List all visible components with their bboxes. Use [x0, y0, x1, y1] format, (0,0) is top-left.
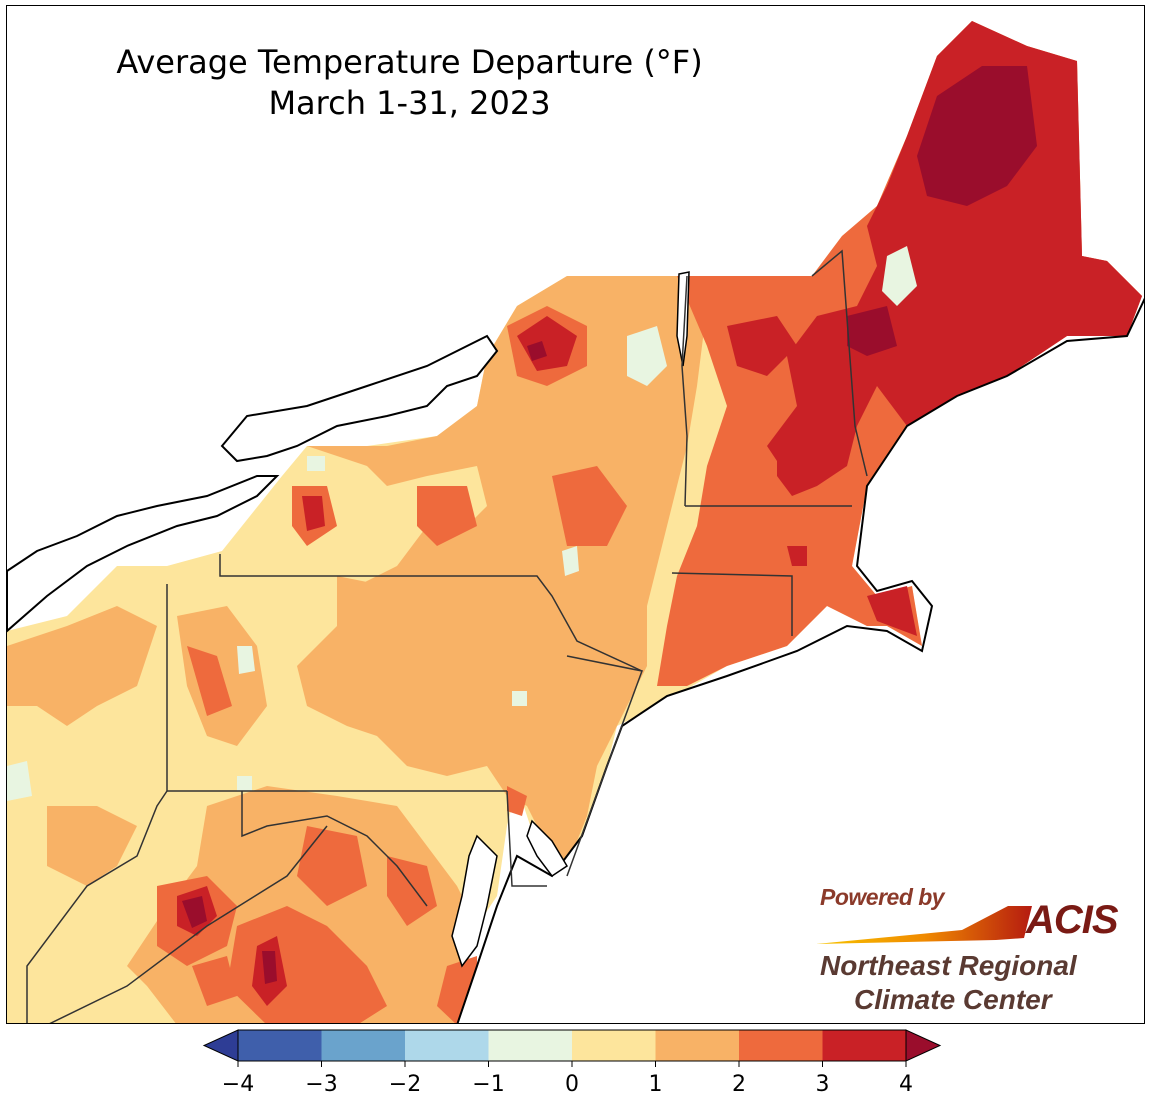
nj-border	[566, 655, 644, 877]
ocean	[456, 297, 1144, 1023]
acis-text: ACIS	[1026, 898, 1119, 942]
colorbar-tick-label: −1	[472, 1072, 504, 1097]
colorbar-bin	[655, 1030, 739, 1061]
wv-border	[26, 790, 168, 1023]
lake-erie	[7, 475, 280, 633]
colorbar-under-arrow	[202, 1029, 239, 1062]
org-name-line-2: Climate Center	[854, 984, 1052, 1015]
colorbar-tick-label: 4	[899, 1072, 913, 1097]
ny-pa-border	[219, 554, 643, 672]
colorbar-tick-label: 1	[649, 1072, 663, 1097]
colorbar: −4 −3 −2 −1 0 1 2 3 4	[202, 1029, 942, 1097]
colorbar-bin	[822, 1030, 906, 1061]
vt-nh-border	[681, 275, 688, 507]
md-de-border	[506, 790, 547, 887]
colorbar-bin	[238, 1030, 322, 1061]
temperature-departure-map	[7, 21, 1144, 1023]
ct-ri-border	[671, 572, 793, 636]
colorbar-bin	[321, 1030, 405, 1061]
colorbar-tick-label: 2	[732, 1072, 746, 1097]
colorbar-tick-label: 0	[565, 1072, 579, 1097]
colorbar-tick-label: −4	[222, 1072, 254, 1097]
region-over-4F	[182, 66, 1037, 984]
va-border	[49, 825, 328, 1023]
colorbar-bin	[488, 1030, 572, 1061]
colorbar-tick-label: −3	[305, 1072, 337, 1097]
colorbar-bins	[202, 1029, 942, 1062]
wv-va-border	[241, 791, 428, 907]
colorbar-tick-label: 3	[816, 1072, 830, 1097]
delaware-bay	[526, 819, 569, 878]
colorbar-ticks: −4 −3 −2 −1 0 1 2 3 4	[222, 1061, 913, 1097]
map-panel: Average Temperature Departure (°F) March…	[6, 5, 1145, 1024]
lake-ontario	[220, 334, 499, 463]
powered-by-text: Powered by	[820, 884, 945, 910]
colorbar-bin	[405, 1030, 489, 1061]
acis-swoosh-icon	[816, 906, 1032, 944]
nh-me-border	[811, 249, 868, 477]
chesapeake-bay	[451, 834, 498, 968]
title-line-2: March 1-31, 2023	[268, 84, 551, 122]
colorbar-bin	[739, 1030, 823, 1061]
colorbar-over-arrow	[905, 1029, 942, 1062]
colorbar-bin	[572, 1030, 656, 1061]
map-title: Average Temperature Departure (°F) March…	[27, 42, 792, 124]
region-1-2F	[7, 276, 707, 1023]
state-borders	[26, 249, 868, 1023]
acis-logo: Powered by ACIS Northeast Regional Clima…	[812, 884, 1142, 1023]
colorbar-tick-label: −2	[389, 1072, 421, 1097]
title-line-1: Average Temperature Departure (°F)	[116, 43, 703, 81]
org-name-line-1: Northeast Regional	[820, 950, 1077, 981]
